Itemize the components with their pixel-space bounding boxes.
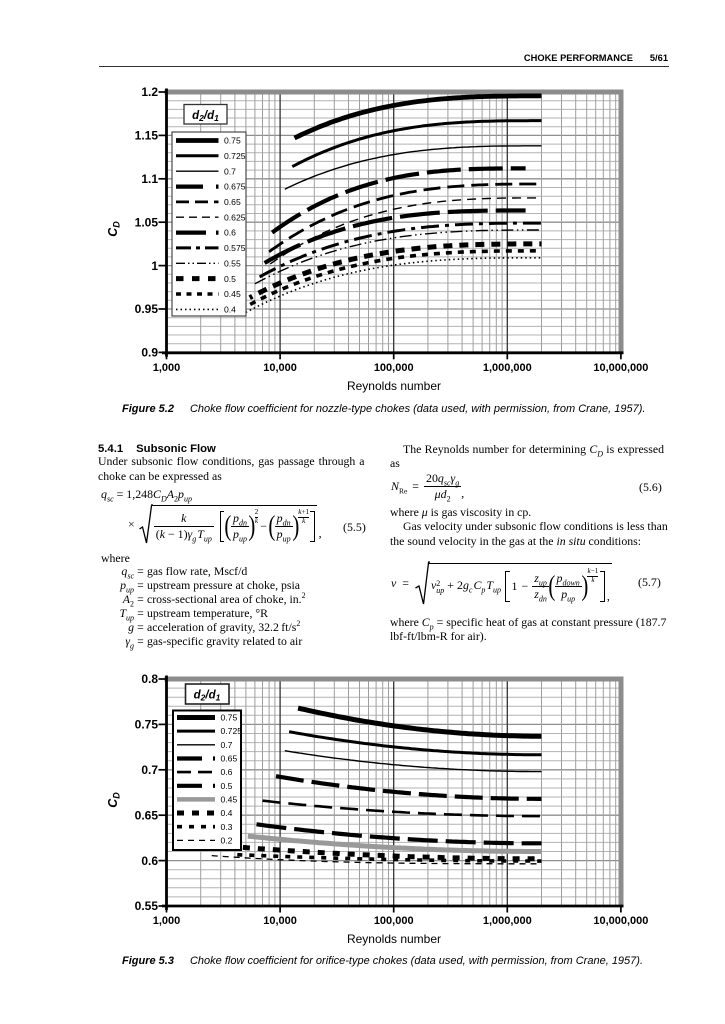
svg-text:0.75: 0.75 [224, 136, 241, 146]
svg-text:1,000: 1,000 [153, 915, 181, 927]
svg-text:10,000,000: 10,000,000 [593, 362, 648, 374]
svg-text:0.65: 0.65 [221, 754, 238, 764]
svg-text:0.95: 0.95 [135, 302, 159, 316]
svg-text:0.675: 0.675 [224, 182, 246, 192]
svg-text:0.75: 0.75 [221, 713, 238, 723]
svg-text:d2/d1: d2/d1 [194, 690, 221, 703]
svg-text:10,000: 10,000 [263, 915, 297, 927]
svg-text:100,000: 100,000 [374, 915, 414, 927]
svg-text:0.625: 0.625 [224, 212, 246, 222]
svg-text:10,000,000: 10,000,000 [593, 915, 648, 927]
svg-text:0.6: 0.6 [141, 854, 158, 868]
svg-text:0.65: 0.65 [135, 808, 159, 822]
svg-text:1: 1 [151, 259, 158, 273]
svg-text:1,000: 1,000 [153, 362, 181, 374]
svg-text:Reynolds number: Reynolds number [347, 379, 441, 393]
svg-text:1.15: 1.15 [135, 129, 159, 143]
svg-text:Reynolds number: Reynolds number [347, 932, 441, 946]
svg-text:0.4: 0.4 [224, 305, 236, 315]
svg-text:0.6: 0.6 [224, 228, 236, 238]
svg-text:0.55: 0.55 [135, 899, 159, 913]
svg-text:1.2: 1.2 [141, 85, 158, 99]
svg-text:0.5: 0.5 [224, 274, 236, 284]
svg-text:0.575: 0.575 [224, 243, 246, 253]
svg-text:1.1: 1.1 [141, 172, 158, 186]
svg-text:CD: CD [106, 792, 122, 808]
svg-text:0.7: 0.7 [141, 763, 158, 777]
svg-text:1,000,000: 1,000,000 [483, 362, 532, 374]
svg-text:1,000,000: 1,000,000 [483, 915, 532, 927]
svg-text:0.7: 0.7 [224, 166, 236, 176]
svg-text:0.2: 0.2 [221, 836, 233, 846]
svg-text:10,000: 10,000 [263, 362, 297, 374]
svg-text:0.6: 0.6 [221, 767, 233, 777]
svg-text:0.3: 0.3 [221, 822, 233, 832]
svg-text:0.75: 0.75 [135, 718, 159, 732]
svg-text:0.55: 0.55 [224, 258, 241, 268]
svg-text:100,000: 100,000 [374, 362, 414, 374]
svg-text:d2/d1: d2/d1 [192, 110, 219, 123]
svg-text:0.8: 0.8 [141, 672, 158, 686]
svg-text:0.9: 0.9 [141, 346, 158, 360]
svg-text:0.725: 0.725 [224, 151, 246, 161]
svg-text:1.05: 1.05 [135, 215, 159, 229]
svg-text:0.45: 0.45 [221, 795, 238, 805]
svg-text:0.65: 0.65 [224, 197, 241, 207]
svg-text:0.7: 0.7 [221, 740, 233, 750]
svg-text:0.45: 0.45 [224, 289, 241, 299]
svg-text:0.5: 0.5 [221, 781, 233, 791]
svg-text:0.725: 0.725 [221, 726, 243, 736]
svg-text:0.4: 0.4 [221, 808, 233, 818]
